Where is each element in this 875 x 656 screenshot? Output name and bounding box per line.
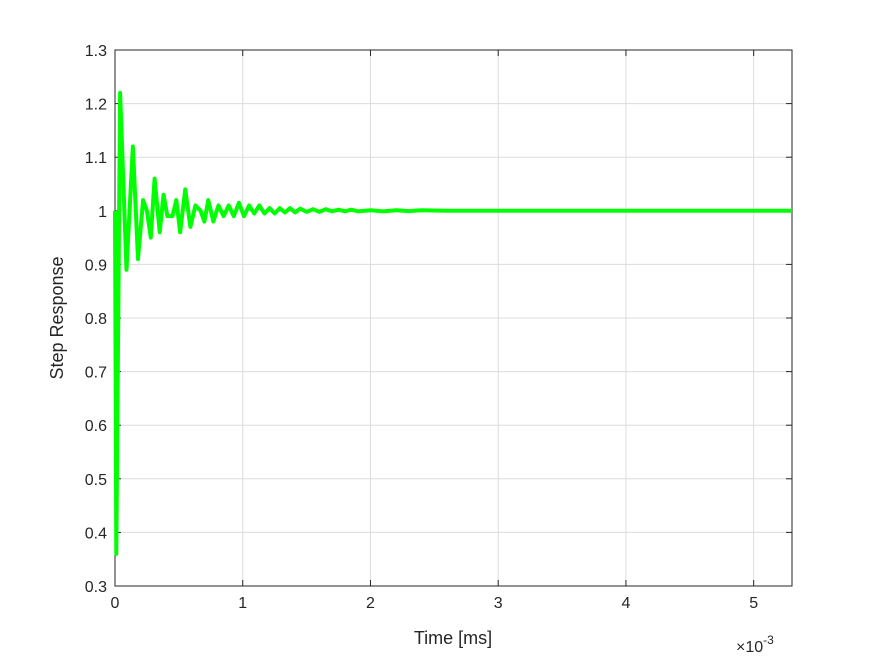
x-tick-label: 2 <box>366 595 375 612</box>
series-line <box>113 90 792 556</box>
y-tick-label: 1 <box>98 204 107 221</box>
x-tick-label: 4 <box>621 595 630 612</box>
y-tick-label: 0.7 <box>85 365 107 382</box>
y-tick-label: 0.4 <box>85 525 107 542</box>
x-tick-label: 3 <box>494 595 503 612</box>
y-axis-label: Step Response <box>47 256 67 379</box>
y-tick-label: 1.2 <box>85 97 107 114</box>
x-tick-label: 0 <box>111 595 120 612</box>
x-exponent: ×10-3 <box>736 633 774 656</box>
x-tick-label: 1 <box>238 595 247 612</box>
y-tick-label: 0.9 <box>85 257 107 274</box>
x-tick-label: 5 <box>749 595 758 612</box>
x-exponent-base: ×10 <box>736 639 763 656</box>
y-tick-label: 1.3 <box>85 43 107 60</box>
y-tick-label: 0.3 <box>85 579 107 596</box>
x-axis-label: Time [ms] <box>414 628 492 648</box>
y-tick-label: 1.1 <box>85 150 107 167</box>
x-exponent-power: -3 <box>763 633 774 647</box>
y-tick-label: 0.8 <box>85 311 107 328</box>
y-tick-label: 0.5 <box>85 472 107 489</box>
y-tick-label: 0.6 <box>85 418 107 435</box>
